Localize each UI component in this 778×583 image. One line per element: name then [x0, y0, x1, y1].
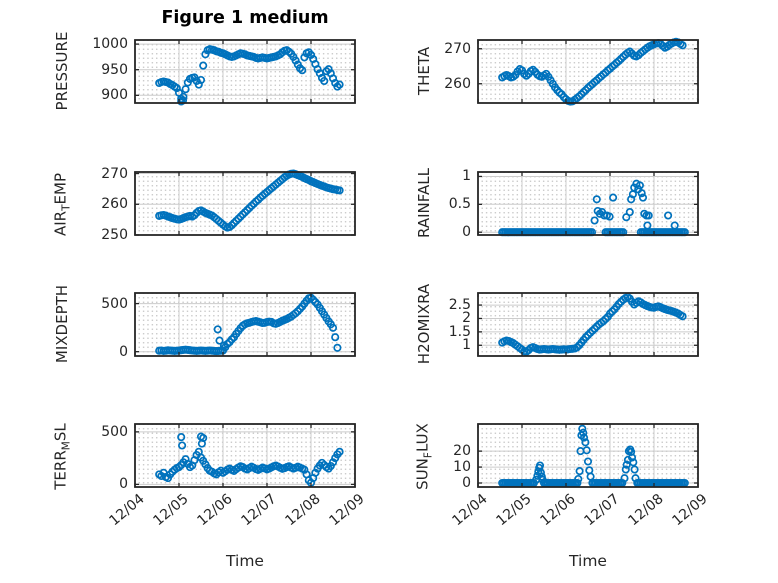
scatter-series-terr-msl [155, 432, 344, 487]
x-axis-label-left: Time [226, 552, 264, 570]
x-tick-label: 12/04 [449, 491, 491, 530]
plot-area-theta [477, 37, 699, 106]
x-tick-label: 12/04 [106, 491, 148, 530]
y-tick-label: 950 [101, 61, 128, 78]
y-tick-label: 260 [444, 75, 471, 92]
y-tick-label: 1.5 [448, 323, 471, 340]
subplot-rainfall [477, 171, 699, 237]
y-tick-label: 900 [101, 87, 128, 104]
y-tick-label: 0 [119, 476, 128, 493]
figure-title: Figure 1 medium [161, 8, 329, 28]
plot-area-mixdepth [134, 292, 356, 357]
x-axis-label-right: Time [569, 552, 607, 570]
scatter-series-theta [498, 37, 687, 106]
x-tick-label: 12/07 [238, 491, 280, 530]
y-tick-label: 2.5 [448, 297, 471, 314]
subplot-theta [477, 37, 699, 106]
y-tick-label: 250 [101, 227, 128, 243]
y-tick-label: 270 [101, 165, 128, 182]
x-tick-label: 12/06 [537, 491, 579, 530]
y-tick-label: 260 [101, 196, 128, 213]
y-tick-label: 500 [101, 423, 128, 440]
y-tick-label: 20 [453, 443, 471, 460]
y-axis-label-terr-msl: TERRMSL [51, 422, 73, 490]
plot-area-sun-flux [477, 423, 699, 488]
y-tick-label: 1 [462, 337, 471, 354]
scatter-series-sun-flux [498, 424, 689, 488]
x-tick-label: 12/09 [326, 491, 368, 530]
scatter-series-pressure [155, 45, 344, 106]
subplot-mixdepth [134, 292, 356, 357]
plot-area-terr-msl [134, 423, 356, 488]
x-tick-label: 12/07 [581, 491, 623, 530]
y-tick-label: 500 [101, 295, 128, 312]
x-tick-label: 12/05 [150, 491, 192, 530]
y-tick-label: 0 [462, 475, 471, 491]
subplot-sun-flux [477, 423, 699, 488]
y-tick-label: 10 [453, 459, 471, 476]
y-tick-label: 0 [119, 343, 128, 360]
subplot-pressure [134, 39, 356, 106]
subplot-terr-msl [134, 423, 356, 488]
x-tick-label: 12/08 [625, 491, 667, 530]
x-tick-label: 12/09 [669, 491, 711, 530]
scatter-series-mixdepth [155, 293, 342, 356]
y-tick-label: 0.5 [448, 196, 471, 213]
y-axis-label-sun-flux: SUNFLUX [413, 422, 435, 490]
y-tick-label: 0 [462, 224, 471, 241]
y-tick-label: 1000 [92, 36, 128, 53]
y-tick-label: 270 [444, 40, 471, 57]
plot-area-pressure [134, 39, 356, 106]
subplot-air-temp [134, 169, 356, 236]
scatter-series-h2omixra [498, 292, 687, 356]
subplot-h2omixra [477, 292, 699, 357]
y-tick-label: 1 [462, 168, 471, 185]
plot-area-rainfall [477, 171, 699, 237]
scatter-series-air-temp [155, 169, 344, 232]
plot-area-air-temp [134, 169, 356, 236]
scatter-series-rainfall [498, 179, 689, 237]
x-tick-label: 12/06 [194, 491, 236, 530]
x-tick-label: 12/05 [493, 491, 535, 530]
plot-area-h2omixra [477, 292, 699, 357]
x-tick-label: 12/08 [282, 491, 324, 530]
y-tick-label: 2 [462, 310, 471, 327]
